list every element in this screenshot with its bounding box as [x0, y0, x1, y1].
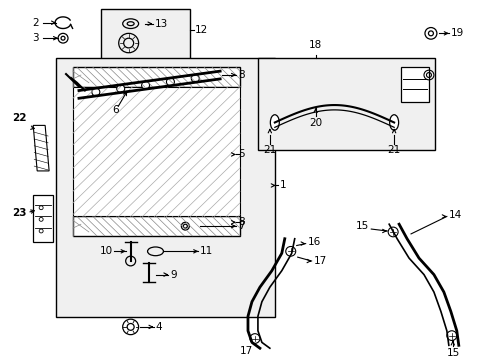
Text: 10: 10	[100, 246, 113, 256]
Text: 22: 22	[12, 113, 26, 123]
Text: 2: 2	[33, 18, 39, 28]
Text: 15: 15	[446, 348, 460, 358]
Circle shape	[117, 85, 124, 93]
Text: 11: 11	[200, 246, 213, 256]
Bar	[73, 67, 240, 87]
Text: 21: 21	[386, 145, 400, 155]
Text: 21: 21	[263, 145, 276, 155]
Circle shape	[92, 88, 100, 96]
Bar	[400, 67, 428, 102]
Bar	[257, 58, 434, 150]
Bar	[101, 9, 190, 59]
Text: 14: 14	[448, 210, 461, 220]
Text: 17: 17	[239, 346, 252, 356]
Text: 20: 20	[308, 118, 322, 128]
Text: 19: 19	[450, 28, 463, 39]
Text: 7: 7	[238, 221, 244, 231]
Text: 5: 5	[238, 149, 244, 159]
Text: 9: 9	[170, 270, 177, 280]
Text: 4: 4	[155, 322, 162, 332]
Text: 1: 1	[279, 180, 286, 190]
Text: 17: 17	[313, 256, 326, 266]
Bar	[73, 216, 240, 236]
Ellipse shape	[389, 115, 398, 130]
Text: 3: 3	[33, 33, 39, 43]
Text: 12: 12	[195, 26, 208, 35]
Text: 18: 18	[308, 40, 322, 50]
Circle shape	[142, 81, 149, 89]
Text: 13: 13	[154, 19, 167, 29]
Bar	[73, 87, 240, 216]
Text: 8: 8	[238, 217, 244, 227]
Bar	[33, 195, 53, 242]
Polygon shape	[33, 125, 49, 171]
Text: 16: 16	[307, 237, 320, 247]
Circle shape	[191, 75, 199, 82]
Text: 15: 15	[355, 221, 368, 231]
Text: 6: 6	[112, 105, 119, 115]
Bar	[56, 58, 274, 317]
Text: 23: 23	[12, 208, 26, 217]
Circle shape	[166, 78, 174, 86]
Ellipse shape	[270, 115, 279, 130]
Text: 8: 8	[238, 70, 244, 80]
